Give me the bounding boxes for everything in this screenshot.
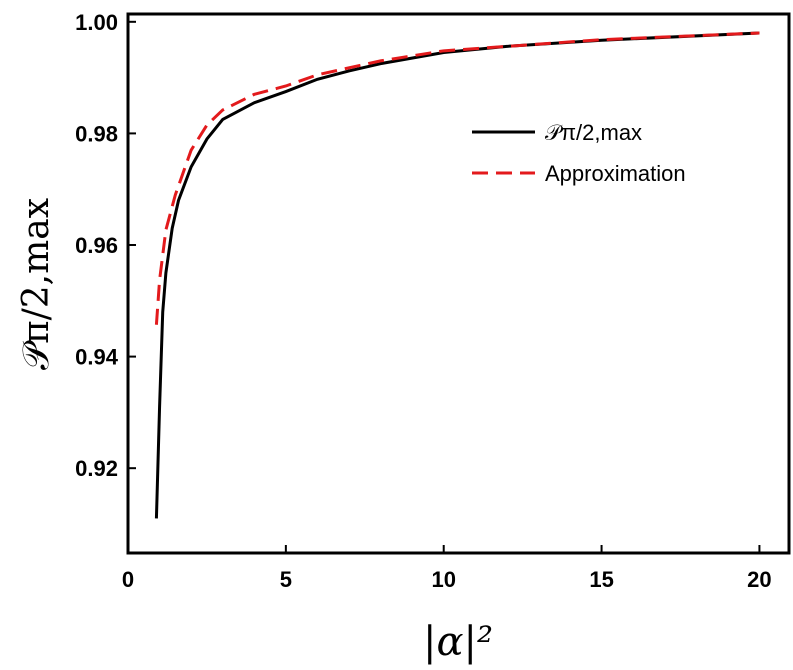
x-tick-label: 15 [589, 567, 613, 592]
x-axis-label: |α|² [423, 619, 493, 665]
x-tick-label: 5 [280, 567, 292, 592]
legend-label: 𝒫π/2,max [545, 120, 642, 145]
y-tick-label: 0.96 [75, 233, 118, 258]
x-tick-label: 10 [431, 567, 455, 592]
x-tick-label: 0 [122, 567, 134, 592]
y-tick-label: 0.94 [75, 345, 119, 370]
x-tick-label: 20 [747, 567, 771, 592]
y-tick-label: 0.98 [75, 121, 118, 146]
line-series [154, 31, 760, 325]
legend-label: Approximation [545, 161, 686, 186]
line-series [154, 31, 760, 519]
y-tick-label: 1.00 [75, 10, 118, 35]
y-tick-label: 0.92 [75, 456, 118, 481]
y-axis-label: 𝒫π/2,max [16, 198, 57, 370]
plot-frame [126, 12, 791, 555]
